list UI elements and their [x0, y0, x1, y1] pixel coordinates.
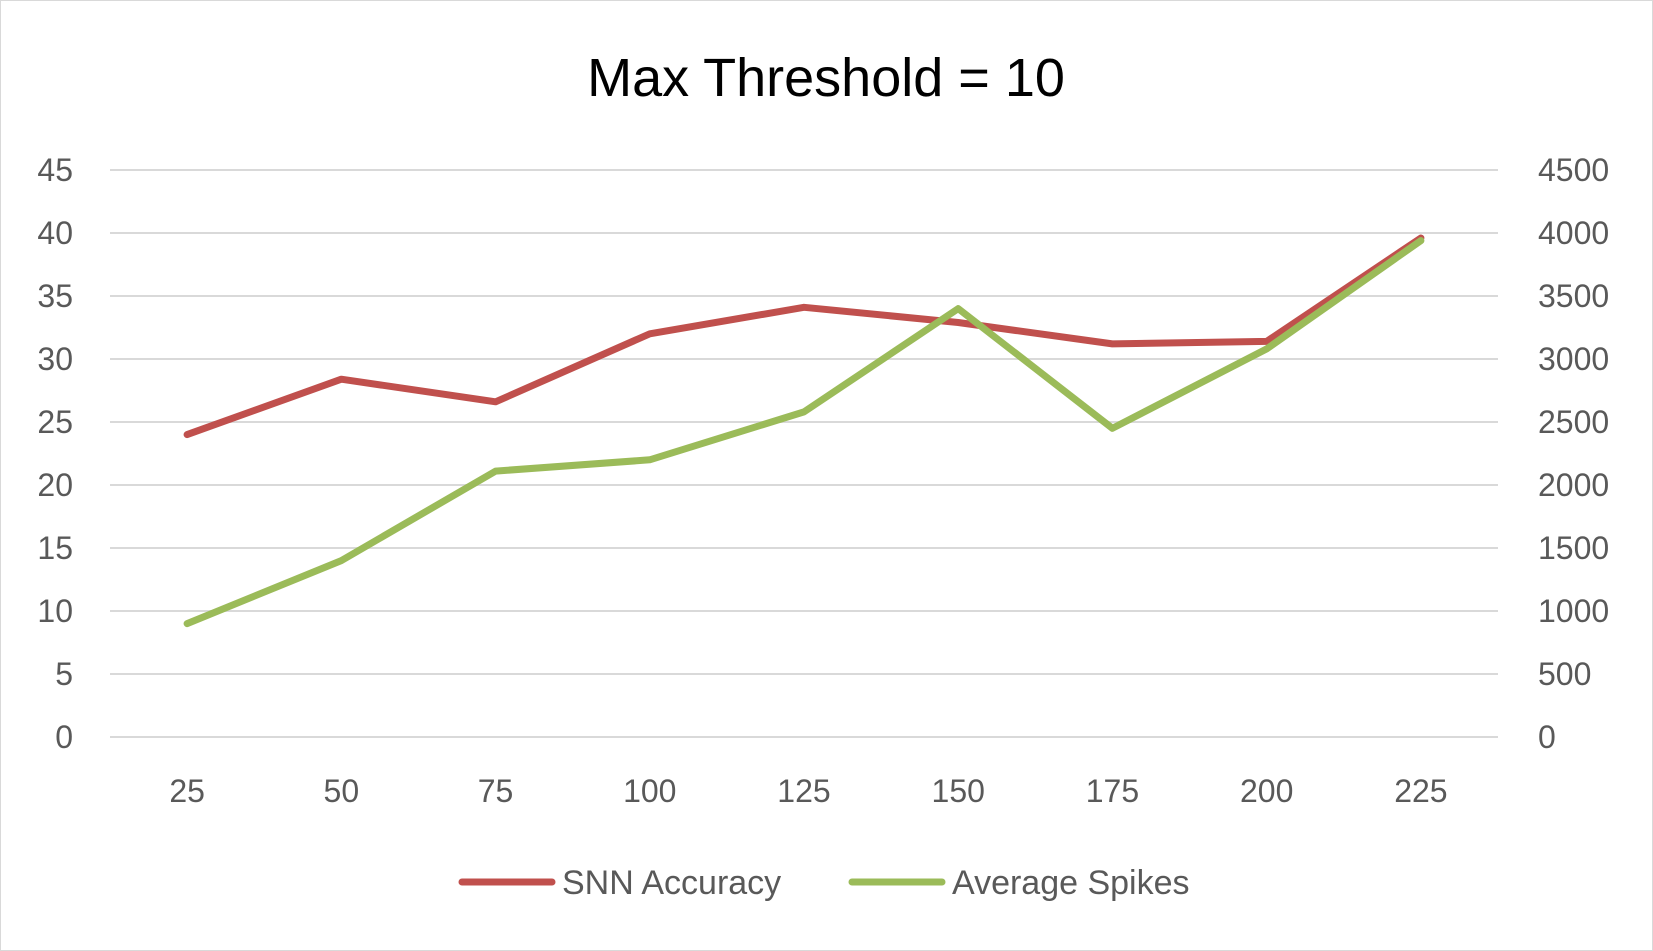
x-axis-tick-label: 175 [1086, 773, 1139, 809]
left-axis-tick-labels: 0 5 10 15 20 25 30 35 40 45 [37, 152, 73, 755]
series-line-average-spikes [183, 237, 1425, 628]
x-axis-tick-label: 125 [777, 773, 830, 809]
x-axis-tick-label: 75 [478, 773, 514, 809]
left-axis-tick-label: 20 [37, 467, 73, 503]
right-axis-tick-label: 1000 [1538, 593, 1609, 629]
right-axis-tick-label: 4500 [1538, 152, 1609, 188]
right-axis-tick-label: 500 [1538, 656, 1591, 692]
right-axis-tick-label: 3500 [1538, 278, 1609, 314]
chart-title: Max Threshold = 10 [587, 48, 1065, 108]
right-axis-tick-label: 4000 [1538, 215, 1609, 251]
left-axis-tick-label: 15 [37, 530, 73, 566]
left-axis-tick-label: 40 [37, 215, 73, 251]
left-axis-tick-label: 35 [37, 278, 73, 314]
x-axis-tick-label: 150 [932, 773, 985, 809]
x-axis-tick-labels: 25 50 75 100 125 150 175 200 225 [169, 773, 1447, 809]
legend-label: SNN Accuracy [562, 864, 781, 902]
x-axis-tick-label: 200 [1240, 773, 1293, 809]
series-line-snn-accuracy [183, 234, 1425, 439]
x-axis-tick-label: 225 [1394, 773, 1447, 809]
legend-label: Average Spikes [952, 864, 1190, 902]
x-axis-tick-label: 50 [324, 773, 360, 809]
left-axis-tick-label: 30 [37, 341, 73, 377]
x-axis-tick-label: 100 [623, 773, 676, 809]
left-axis-tick-label: 25 [37, 404, 73, 440]
gridlines [110, 169, 1498, 738]
left-axis-tick-label: 5 [55, 656, 73, 692]
right-axis-tick-label: 0 [1538, 719, 1556, 755]
right-axis-tick-label: 3000 [1538, 341, 1609, 377]
right-axis-tick-label: 2500 [1538, 404, 1609, 440]
left-axis-tick-label: 45 [37, 152, 73, 188]
left-axis-tick-label: 0 [55, 719, 73, 755]
legend: SNN Accuracy Average Spikes [458, 864, 1190, 902]
left-axis-tick-label: 10 [37, 593, 73, 629]
x-axis-tick-label: 25 [169, 773, 205, 809]
right-axis-tick-labels: 0 500 1000 1500 2000 2500 3000 3500 4000 4500 [1538, 152, 1609, 755]
series-lines [183, 234, 1425, 628]
right-axis-tick-label: 1500 [1538, 530, 1609, 566]
right-axis-tick-label: 2000 [1538, 467, 1609, 503]
